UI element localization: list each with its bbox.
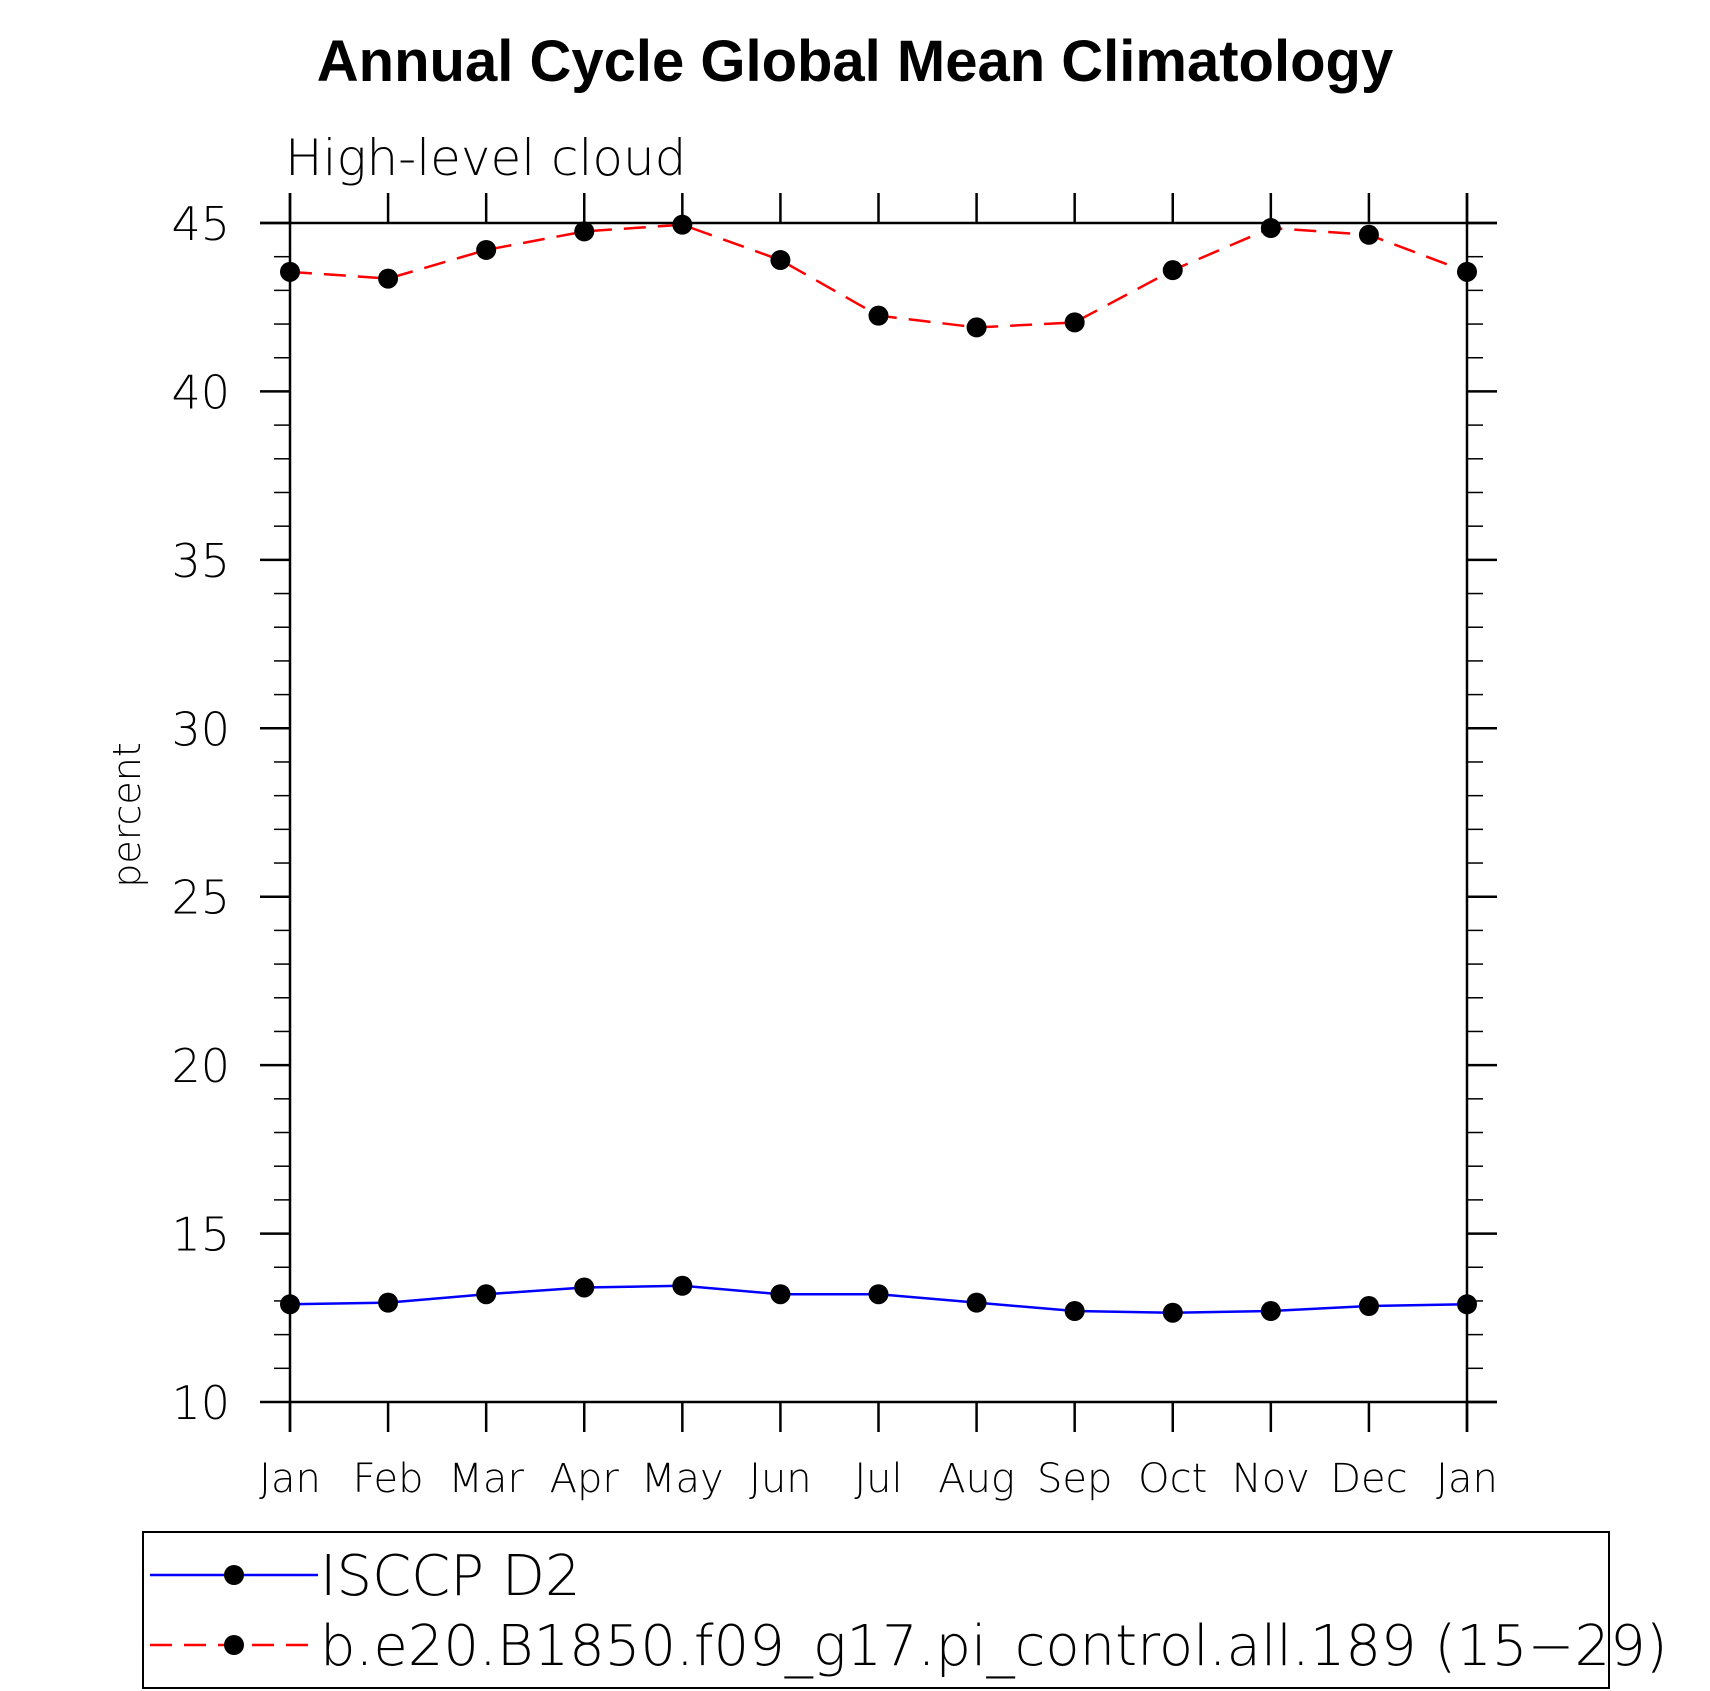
- data-point: [378, 268, 399, 289]
- x-tick-label: Apr: [550, 1456, 620, 1502]
- y-tick-label: 20: [171, 1039, 230, 1093]
- data-point: [1260, 218, 1281, 239]
- data-point: [280, 1294, 300, 1315]
- x-tick-label: Oct: [1138, 1456, 1207, 1502]
- data-point: [1358, 224, 1379, 245]
- data-point: [1457, 261, 1477, 282]
- y-tick-label: 25: [171, 871, 230, 925]
- legend-label: b.e20.B1850.f09_g17.pi_control.all.189 (…: [320, 1614, 1668, 1679]
- y-tick-label: 45: [171, 197, 230, 251]
- chart-title: Annual Cycle Global Mean Climatology: [316, 29, 1394, 94]
- data-point: [868, 305, 889, 326]
- x-tick-label: Mar: [448, 1456, 524, 1502]
- data-point: [574, 1277, 595, 1298]
- y-axis-label: percent: [105, 742, 149, 888]
- data-point: [966, 1292, 987, 1313]
- data-point: [1162, 260, 1183, 281]
- data-point: [770, 1284, 791, 1305]
- data-point: [1162, 1302, 1183, 1323]
- y-tick-label: 35: [171, 534, 230, 588]
- data-point: [574, 221, 595, 242]
- data-point: [280, 261, 300, 282]
- data-point: [1457, 1294, 1477, 1315]
- data-point: [770, 250, 791, 271]
- data-point: [378, 1292, 399, 1313]
- y-tick-label: 10: [171, 1376, 230, 1430]
- x-tick-label: Jan: [259, 1456, 321, 1502]
- legend-label: ISCCP D2: [320, 1544, 581, 1609]
- data-point: [1064, 1301, 1085, 1322]
- chart-subtitle: High-level cloud: [285, 129, 686, 187]
- x-tick-label: Dec: [1330, 1456, 1407, 1502]
- x-tick-label: Sep: [1037, 1456, 1112, 1502]
- data-point: [966, 317, 987, 338]
- data-point: [476, 239, 497, 260]
- legend-marker: [224, 1635, 244, 1655]
- data-point: [868, 1284, 889, 1305]
- series-group: [280, 214, 1477, 1323]
- data-point: [672, 1275, 693, 1296]
- x-tick-label: Feb: [353, 1456, 424, 1502]
- x-tick-label: Jul: [854, 1456, 902, 1502]
- legend-box: [142, 1531, 1610, 1689]
- x-tick-label: Nov: [1232, 1456, 1310, 1502]
- data-point: [672, 214, 693, 235]
- data-point: [1260, 1301, 1281, 1322]
- data-point: [476, 1284, 497, 1305]
- y-tick-label: 30: [171, 702, 230, 756]
- x-tick-label: Aug: [938, 1456, 1015, 1502]
- data-point: [1064, 312, 1085, 333]
- axes: Jan Feb Mar Apr May Jun Jul Aug Sep Oct Nov Dec Jan 1…: [171, 193, 1498, 1502]
- legend: ISCCP D2b.e20.B1850.f09_g17.pi_control.a…: [142, 1531, 1668, 1689]
- data-point: [1358, 1295, 1379, 1316]
- y-tick-label: 40: [171, 365, 230, 419]
- legend-marker: [224, 1565, 244, 1585]
- x-tick-label: May: [641, 1456, 724, 1502]
- y-tick-label: 15: [171, 1208, 230, 1262]
- x-tick-label: Jan: [1436, 1456, 1498, 1502]
- x-tick-label: Jun: [749, 1456, 812, 1502]
